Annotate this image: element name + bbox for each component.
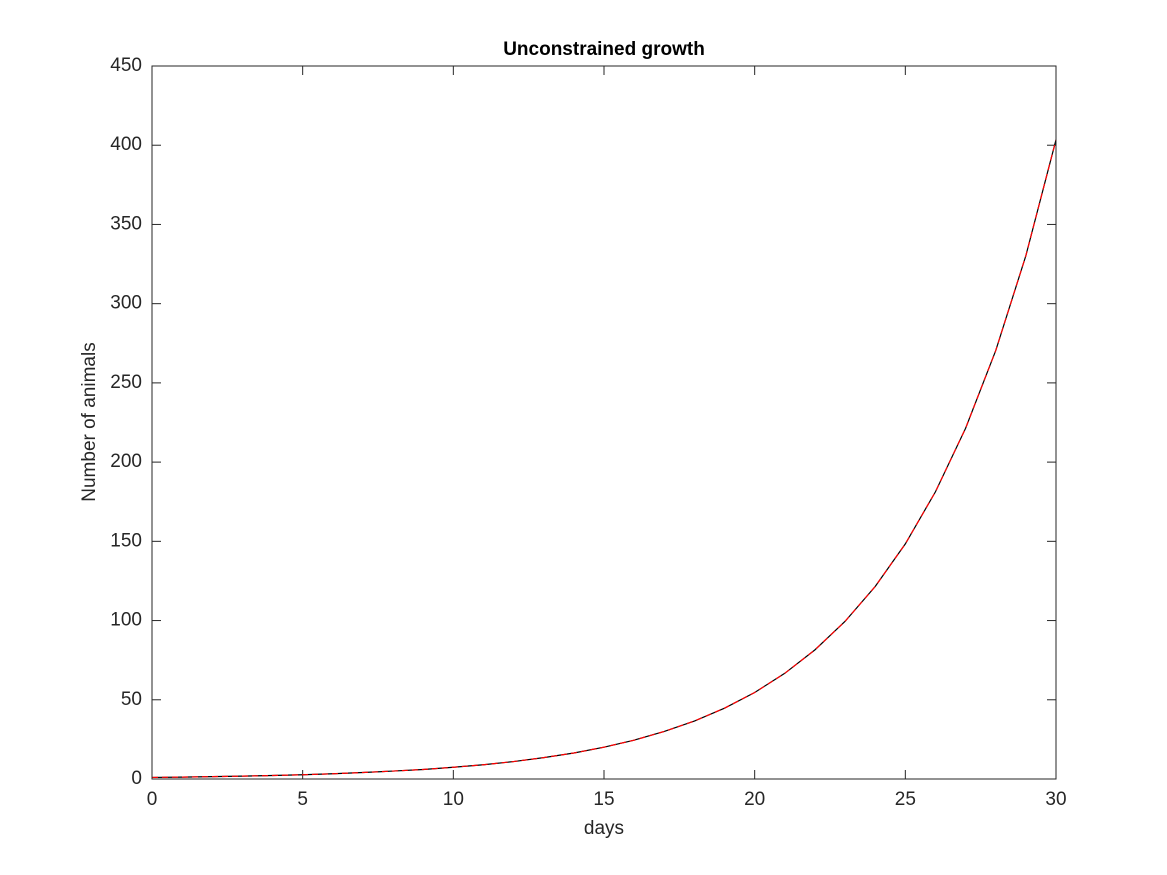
x-tick-label: 20: [744, 789, 765, 810]
y-tick-label: 450: [110, 55, 142, 76]
y-tick-label: 250: [110, 372, 142, 393]
y-tick-label: 300: [110, 293, 142, 314]
chart-title: Unconstrained growth: [503, 39, 705, 60]
x-tick-label: 25: [895, 789, 916, 810]
y-axis-label: Number of animals: [79, 342, 100, 501]
y-tick-label: 100: [110, 610, 142, 631]
y-tick-label: 200: [110, 451, 142, 472]
x-tick-label: 5: [297, 789, 308, 810]
y-tick-label: 50: [121, 689, 142, 710]
axes-box: [151, 65, 1057, 780]
x-tick-label: 15: [593, 789, 614, 810]
series-line: [151, 139, 1057, 779]
x-tick-label: 10: [443, 789, 464, 810]
y-tick-label: 0: [131, 768, 142, 789]
x-tick-label: 30: [1045, 789, 1066, 810]
y-tick-label: 350: [110, 213, 142, 234]
y-tick-label: 400: [110, 134, 142, 155]
x-axis-label: days: [584, 818, 624, 839]
x-tick-label: 0: [147, 789, 158, 810]
plot-area: [152, 66, 1056, 779]
y-tick-label: 150: [110, 530, 142, 551]
